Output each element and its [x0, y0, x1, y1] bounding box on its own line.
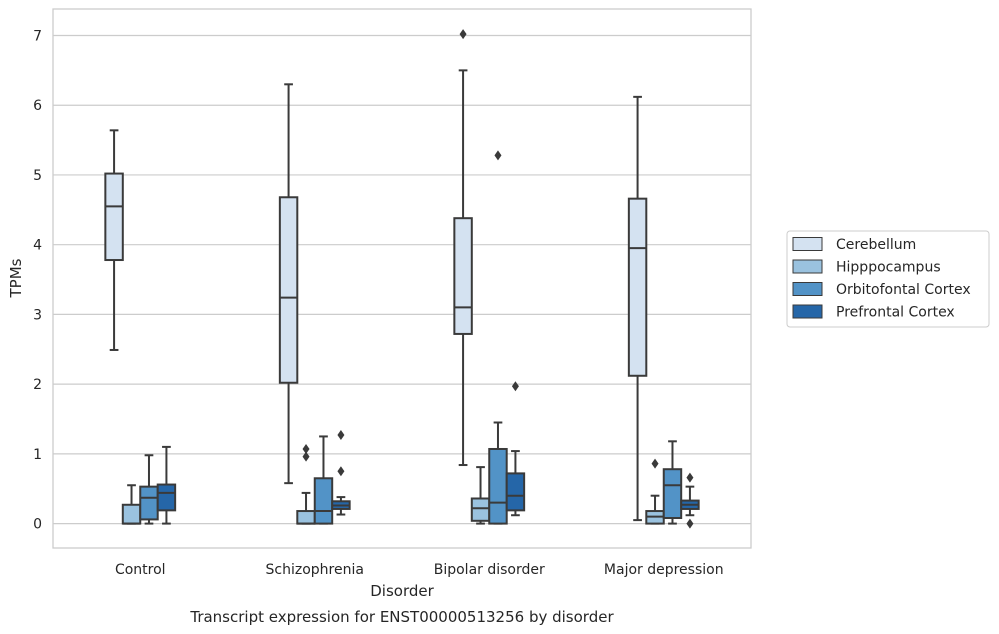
- box-body: [470, 497, 491, 522]
- box-hipppocampus: [470, 466, 491, 525]
- outlier-point: [302, 451, 310, 462]
- y-tick-label: 2: [33, 377, 42, 393]
- x-tick-label: Schizophrenia: [266, 562, 364, 578]
- box-body: [296, 510, 316, 525]
- legend-swatch: [792, 304, 823, 319]
- box-body: [121, 503, 142, 525]
- legend-swatch: [792, 259, 823, 274]
- legend-label: Orbitofontal Cortex: [836, 282, 971, 298]
- outlier-point: [651, 458, 659, 469]
- outlier-point: [686, 472, 694, 483]
- box-hipppocampus: [121, 484, 142, 525]
- outlier-point: [494, 150, 502, 161]
- outlier-point: [686, 518, 694, 529]
- box-cerebellum: [278, 83, 299, 485]
- box-body: [313, 477, 334, 525]
- chart-title: Transcript expression for ENST0000051325…: [189, 608, 614, 626]
- box-body: [139, 485, 159, 521]
- plot-frame: [52, 8, 752, 549]
- x-tick-labels: Control Schizophrenia Bipolar disorder Majo…: [115, 562, 724, 578]
- box-body: [627, 197, 648, 377]
- outlier-point: [337, 466, 345, 477]
- x-tick-label: Control: [115, 562, 166, 578]
- gridlines: [53, 34, 751, 525]
- box-hipppocampus: [296, 443, 316, 525]
- y-tick-label: 7: [33, 28, 42, 44]
- box-prefrontal-cortex: [680, 472, 700, 529]
- box-orbitofontal-cortex: [139, 454, 159, 525]
- y-tick-label: 6: [33, 98, 42, 114]
- y-tick-labels: 0 1 2 3 4 5 6 7: [33, 28, 42, 532]
- box-orbitofontal-cortex: [662, 440, 683, 525]
- box-body: [104, 172, 124, 262]
- box-cerebellum: [453, 29, 473, 467]
- box-body: [453, 217, 473, 335]
- box-prefrontal-cortex: [331, 430, 351, 516]
- box-body: [278, 196, 299, 384]
- x-tick-label: Major depression: [604, 562, 724, 578]
- legend-label: Prefrontal Cortex: [836, 305, 955, 321]
- legend: Cerebellum Hipppocampus Orbitofontal Corte…: [786, 230, 990, 328]
- box-body: [505, 472, 526, 512]
- plot-area: [104, 29, 700, 529]
- y-tick-label: 3: [33, 307, 42, 323]
- legend-label: Cerebellum: [836, 237, 916, 253]
- y-tick-label: 5: [33, 168, 42, 184]
- box-cerebellum: [104, 129, 124, 351]
- y-tick-label: 4: [33, 238, 42, 254]
- box-body: [156, 483, 177, 512]
- legend-item: Prefrontal Cortex: [792, 304, 955, 321]
- box-prefrontal-cortex: [156, 445, 177, 525]
- outlier-point: [337, 430, 345, 441]
- box-cerebellum: [627, 95, 648, 522]
- legend-item: Hipppocampus: [792, 259, 941, 276]
- x-tick-label: Bipolar disorder: [434, 562, 545, 578]
- legend-swatch: [792, 237, 823, 251]
- box-orbitofontal-cortex: [313, 435, 334, 525]
- box-prefrontal-cortex: [505, 381, 526, 517]
- outlier-point: [511, 381, 519, 392]
- outlier-point: [459, 29, 467, 40]
- legend-item: Orbitofontal Cortex: [792, 282, 971, 298]
- legend-frame: [786, 230, 990, 328]
- box-hipppocampus: [645, 458, 665, 525]
- legend-label: Hipppocampus: [836, 260, 941, 276]
- y-tick-label: 1: [33, 447, 42, 463]
- legend-item: Cerebellum: [792, 237, 916, 253]
- box-body: [662, 468, 683, 520]
- x-axis-label: Disorder: [370, 582, 434, 600]
- outlier-point: [302, 443, 310, 454]
- box-orbitofontal-cortex: [488, 150, 508, 525]
- y-tick-label: 0: [33, 517, 42, 533]
- y-axis-label: TPMs: [7, 258, 25, 298]
- legend-swatch: [792, 282, 823, 296]
- box-body: [488, 447, 508, 525]
